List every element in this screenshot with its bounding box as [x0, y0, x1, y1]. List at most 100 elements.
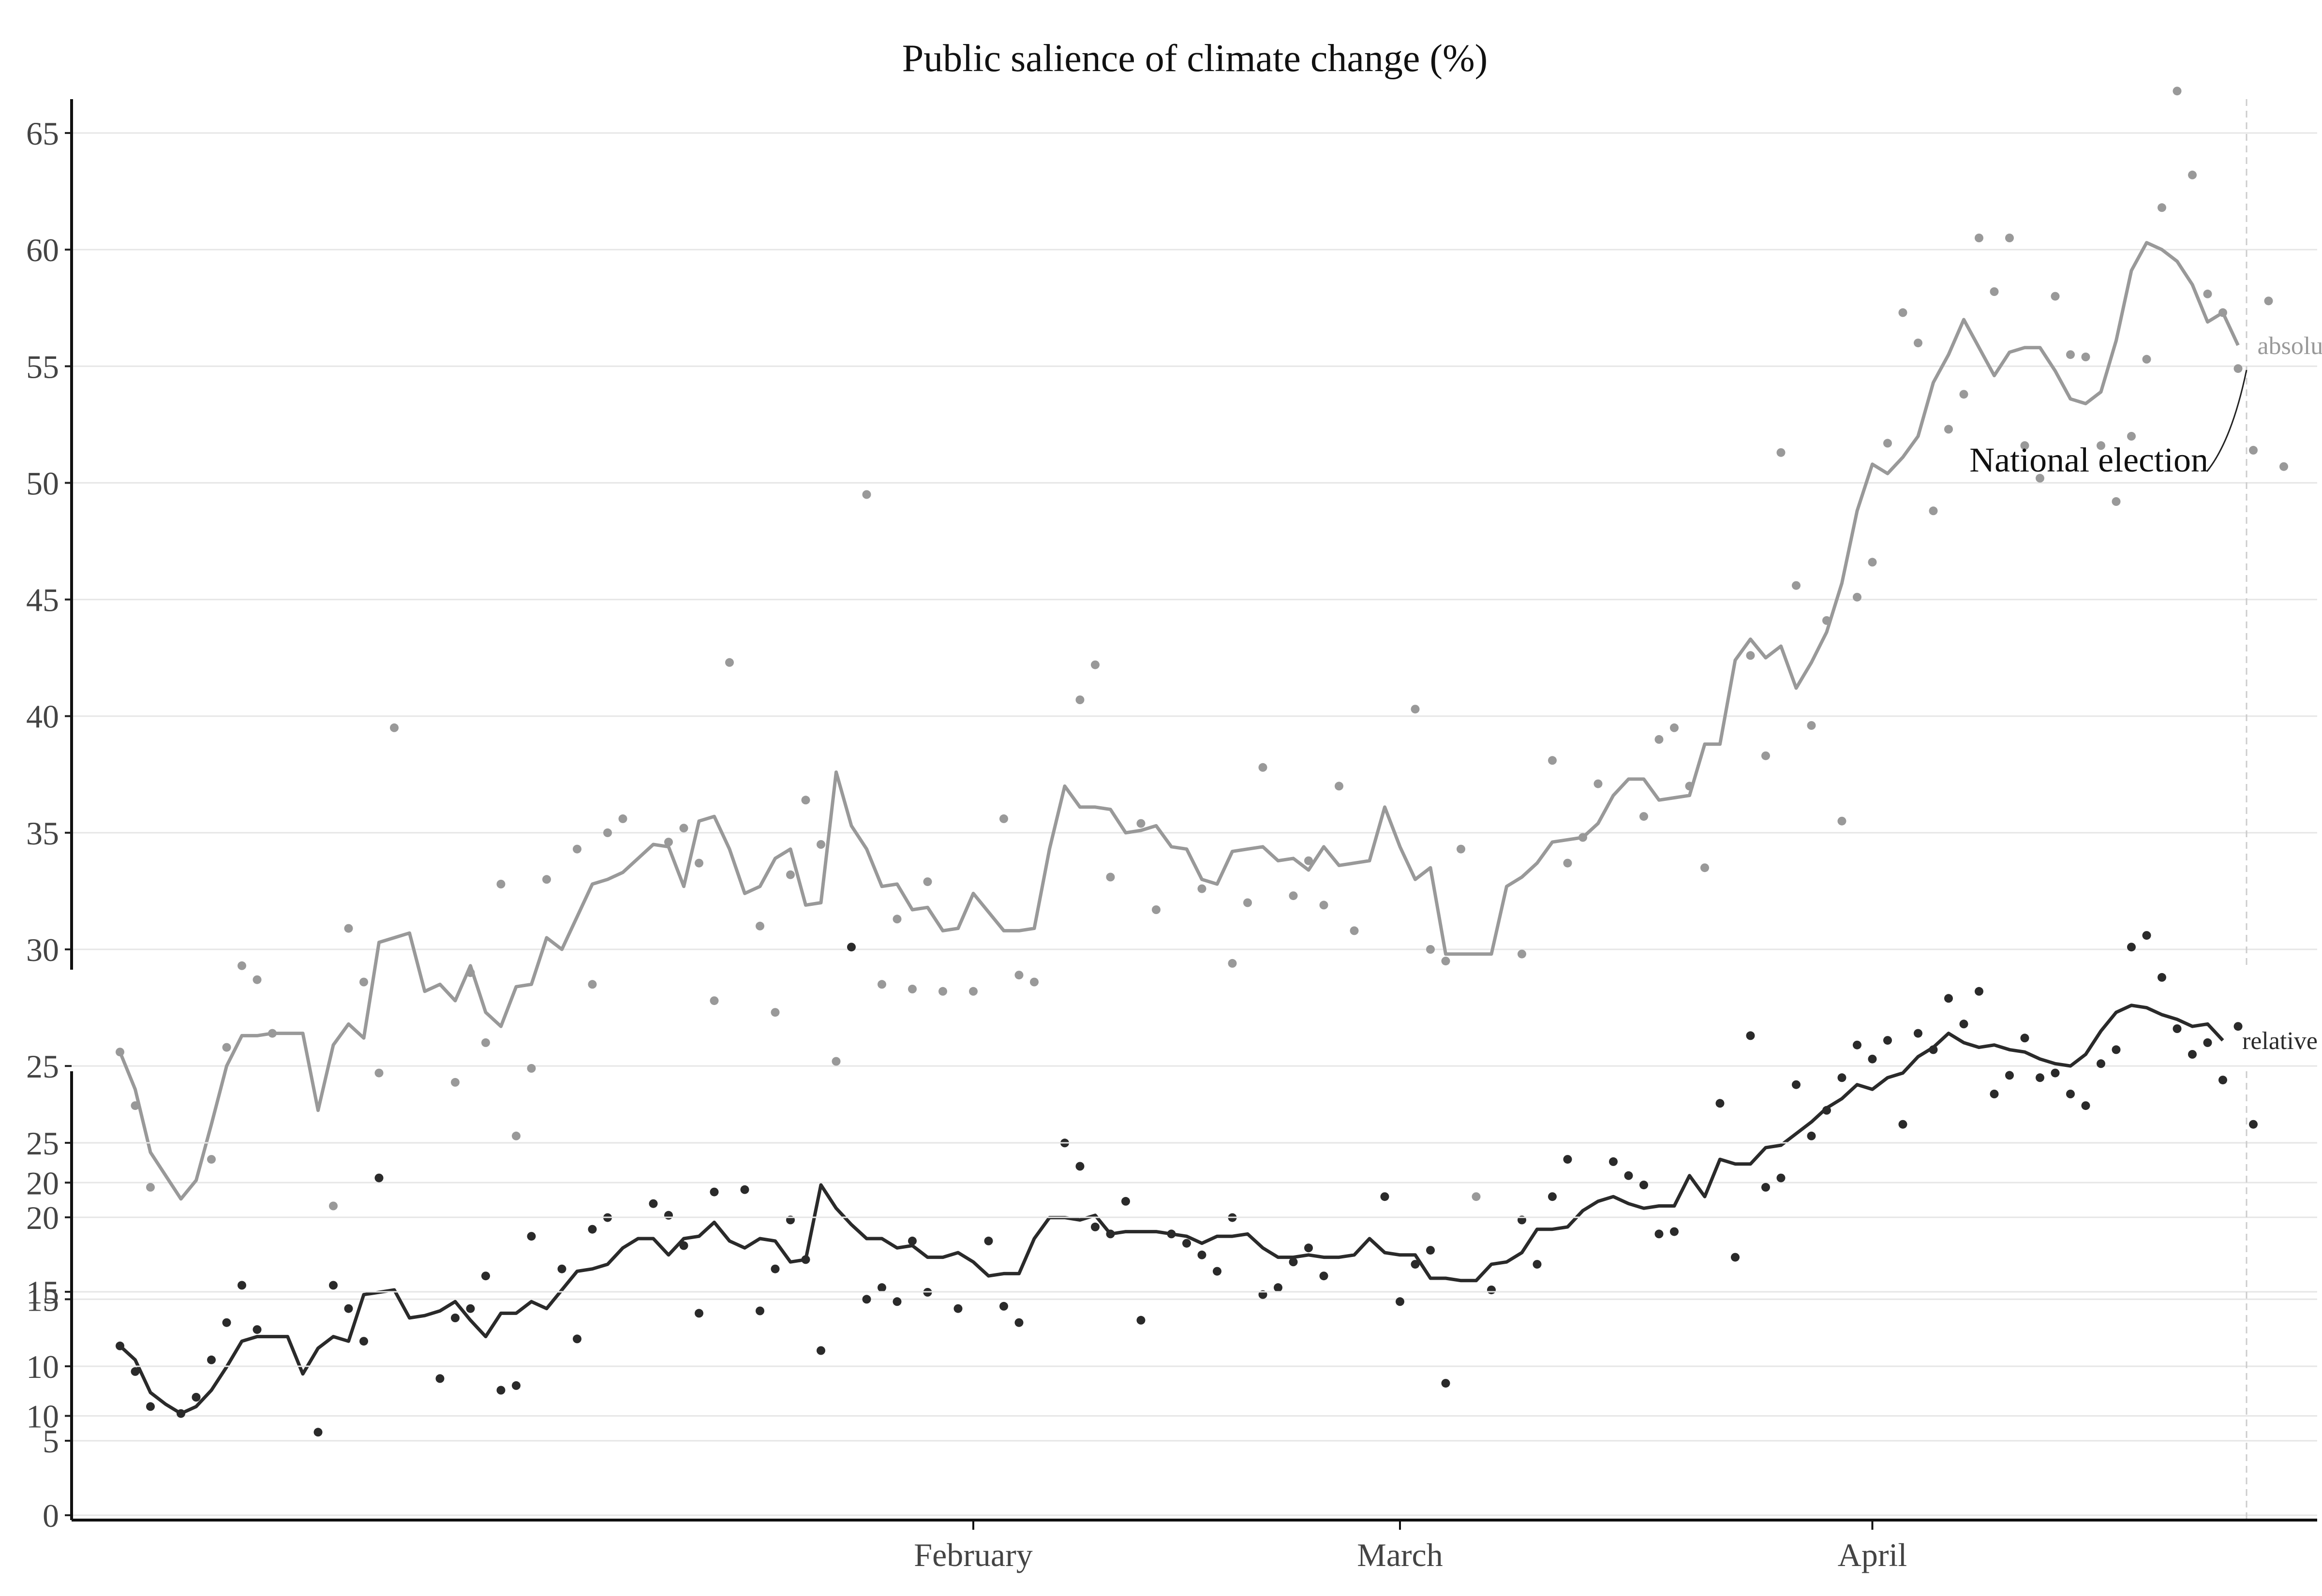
- absolute-point: [1197, 884, 1206, 893]
- relative-point: [1319, 1271, 1328, 1281]
- absolute-point: [573, 844, 581, 854]
- relative-point: [1106, 1229, 1115, 1239]
- relative-point: [1654, 1229, 1664, 1239]
- relative-point: [344, 1304, 353, 1313]
- absolute-point: [908, 985, 917, 993]
- relative-point: [1091, 1222, 1100, 1231]
- relative-point: [740, 1185, 749, 1194]
- relative-point: [817, 1346, 825, 1355]
- absolute-point: [481, 1038, 490, 1047]
- absolute-point: [1685, 782, 1694, 791]
- relative-point: [679, 1241, 688, 1250]
- absolute-point: [725, 658, 734, 667]
- y-tick-label: 65: [26, 115, 59, 152]
- relative-point: [893, 1297, 902, 1306]
- relative-point: [862, 1295, 871, 1304]
- relative-point: [1167, 1229, 1176, 1239]
- y-tick-label: 5: [43, 1423, 59, 1460]
- relative-point: [2158, 973, 2166, 982]
- relative-point: [2097, 1059, 2105, 1068]
- absolute-point: [222, 1043, 231, 1052]
- relative-point: [2142, 931, 2151, 940]
- absolute-point: [679, 824, 688, 833]
- absolute-point: [817, 840, 825, 849]
- bottom-panel: 0510152025FebruaryMarchAprilMayJune: [26, 1071, 2317, 1573]
- absolute-point: [2188, 170, 2197, 179]
- relative-point: [207, 1355, 216, 1364]
- absolute-point: [786, 870, 795, 879]
- absolute-point: [451, 1078, 460, 1087]
- absolute-point: [268, 1029, 277, 1038]
- annotation-label: National election: [1969, 441, 2208, 479]
- absolute-series-label: absolute: [2258, 332, 2322, 360]
- absolute-point: [1152, 905, 1161, 914]
- chart-title: Public salience of climate change (%): [902, 37, 1488, 80]
- relative-point: [1213, 1267, 1221, 1276]
- relative-point: [1929, 1045, 1938, 1054]
- absolute-point: [2051, 292, 2060, 301]
- absolute-point: [1472, 1192, 1481, 1201]
- relative-point: [801, 1255, 810, 1264]
- relative-point: [116, 1341, 124, 1350]
- absolute-point: [2218, 308, 2227, 317]
- relative-point: [1914, 1029, 1922, 1038]
- relative-point: [1898, 1120, 1907, 1129]
- relative-point: [2051, 1068, 2060, 1078]
- relative-point: [756, 1306, 764, 1315]
- relative-point: [313, 1428, 323, 1437]
- absolute-point: [2020, 441, 2029, 450]
- relative-point: [481, 1271, 490, 1281]
- relative-point: [496, 1386, 506, 1395]
- relative-point: [1548, 1192, 1557, 1201]
- absolute-point: [1335, 782, 1343, 791]
- relative-point: [2249, 1120, 2258, 1129]
- y-tick-label: 30: [26, 931, 59, 968]
- absolute-point: [2005, 234, 2014, 242]
- absolute-point: [2097, 441, 2105, 450]
- absolute-point: [588, 980, 597, 989]
- absolute-point: [1014, 971, 1024, 980]
- relative-point: [2005, 1071, 2014, 1080]
- relative-point: [573, 1334, 581, 1344]
- absolute-point: [2203, 289, 2212, 298]
- absolute-point: [2066, 350, 2075, 359]
- relative-point: [1014, 1318, 1024, 1327]
- relative-point: [1944, 994, 1953, 1003]
- relative-point: [2203, 1038, 2212, 1047]
- relative-point: [1380, 1192, 1389, 1201]
- relative-point: [1639, 1181, 1648, 1190]
- absolute-point: [1563, 858, 1572, 868]
- absolute-point: [374, 1068, 384, 1078]
- absolute-point: [2158, 203, 2166, 212]
- relative-point: [1990, 1090, 1999, 1098]
- absolute-point: [1243, 898, 1252, 907]
- y-tick-label: 10: [26, 1398, 59, 1435]
- relative-point: [953, 1304, 963, 1313]
- absolute-point: [2127, 432, 2136, 441]
- absolute-point: [923, 877, 932, 887]
- absolute-point: [664, 838, 673, 847]
- absolute-point: [618, 814, 627, 823]
- relative-point: [1121, 1197, 1130, 1206]
- absolute-point: [1959, 390, 1968, 399]
- absolute-point: [1258, 763, 1267, 772]
- relative-point: [192, 1393, 201, 1402]
- absolute-point: [2142, 355, 2151, 364]
- absolute-point: [1441, 957, 1450, 966]
- y-tick-label: 15: [26, 1281, 59, 1318]
- relative-point: [1396, 1297, 1404, 1306]
- absolute-point: [1914, 339, 1922, 348]
- absolute-point: [1975, 234, 1983, 242]
- top-panel: 101520253035404550556065absoluterelative: [26, 87, 2322, 1437]
- relative-point: [329, 1281, 338, 1290]
- relative-point: [908, 1236, 917, 1245]
- absolute-point: [1350, 926, 1359, 935]
- relative-point: [710, 1187, 719, 1197]
- relative-point: [1959, 1020, 1968, 1029]
- relative-point: [2127, 943, 2136, 952]
- absolute-point: [1990, 287, 1999, 296]
- x-tick-label: March: [1357, 1537, 1443, 1573]
- relative-point: [588, 1225, 597, 1234]
- absolute-point: [1228, 959, 1237, 968]
- relative-point: [359, 1337, 368, 1346]
